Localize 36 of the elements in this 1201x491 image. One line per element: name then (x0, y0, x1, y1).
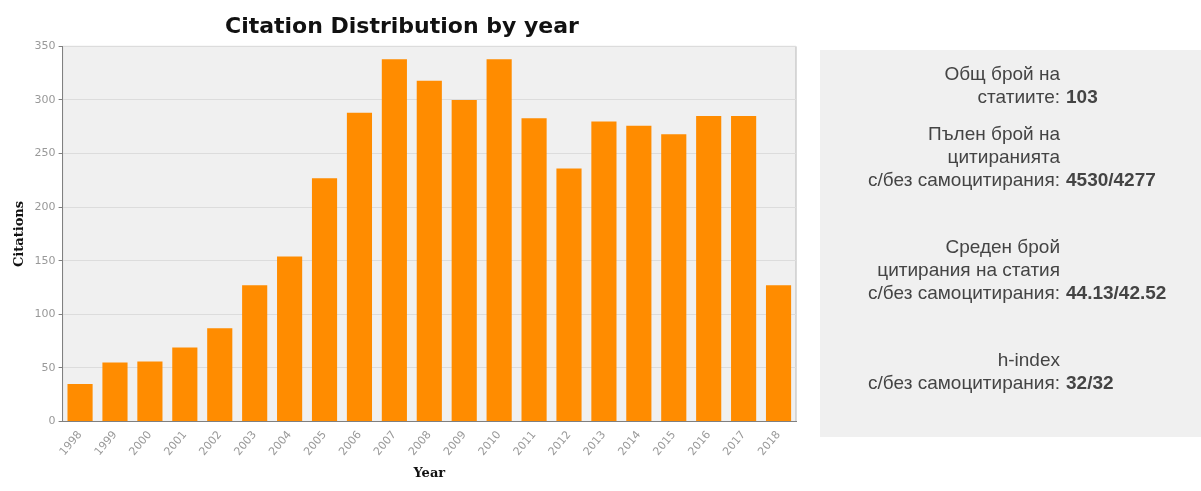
bar (731, 116, 757, 421)
bar (381, 59, 407, 421)
bar (486, 59, 512, 421)
bar (416, 80, 442, 421)
y-tick-label: 250 (34, 146, 56, 160)
y-tick-label: 0 (48, 414, 56, 428)
bar (242, 285, 268, 421)
bar (696, 116, 722, 421)
bar (521, 118, 547, 421)
y-tick-label: 100 (34, 307, 56, 321)
bar (451, 99, 477, 421)
bar (207, 328, 233, 421)
text: Среден брой цитирания на статия с/без самоцитирания: 44.13/42.52 (867, 235, 1168, 304)
y-tick-label: 350 (34, 39, 56, 53)
bar (591, 121, 617, 421)
text: h-index с/без самоцитирания: 32/32 (867, 348, 1115, 394)
bar (311, 178, 338, 421)
bar (277, 256, 303, 421)
bar (102, 362, 128, 421)
y-tick-label: 150 (34, 253, 56, 267)
bar (172, 347, 198, 421)
text: Пълен брой на цитиранията с/без самоцитирания: 4530/4277 (867, 122, 1157, 191)
bar (661, 134, 687, 421)
bar (346, 112, 373, 421)
x-axis-title: Year (412, 464, 446, 480)
bar (137, 361, 163, 421)
y-tick-label: 50 (41, 360, 56, 374)
bar (765, 285, 792, 421)
text: Общ брой на статиите: 103 (943, 62, 1099, 108)
bar (67, 383, 93, 421)
y-tick-label: 200 (34, 200, 56, 213)
chart-title: Citation Distribution by year (225, 12, 580, 38)
y-tick-label: 300 (34, 92, 56, 106)
bar (556, 168, 582, 421)
y-axis-title: Citations (11, 200, 27, 267)
bar (626, 125, 652, 421)
